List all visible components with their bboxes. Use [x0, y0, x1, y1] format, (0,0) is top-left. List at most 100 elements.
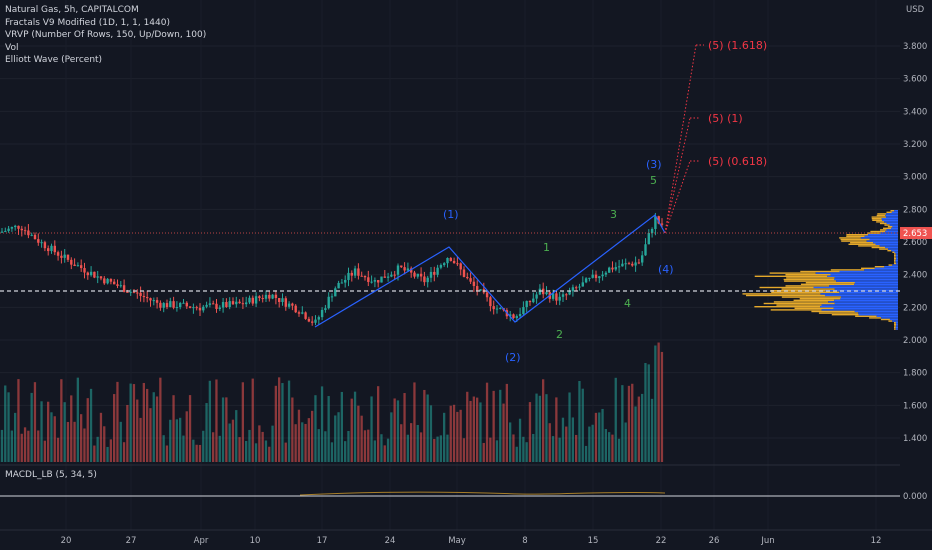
- vrvp-row-up: [854, 283, 898, 285]
- legend-fractals[interactable]: Fractals V9 Modified (1D, 1, 1, 1440): [5, 17, 170, 28]
- candle-body: [657, 216, 660, 224]
- volume-bar: [416, 424, 419, 462]
- vrvp-row-up: [854, 310, 898, 313]
- candle-body: [47, 248, 50, 252]
- vrvp-row-down: [784, 280, 837, 282]
- volume-bar: [251, 378, 254, 462]
- candle-body: [373, 280, 377, 282]
- vrvp-row-down: [871, 218, 882, 220]
- volume-bar: [641, 393, 644, 462]
- price-tick: 3.600: [903, 75, 927, 85]
- volume-bar: [542, 379, 545, 462]
- candle-body: [469, 278, 472, 282]
- candle-body: [641, 255, 644, 263]
- volume-bar: [532, 433, 535, 462]
- candle-body: [37, 239, 40, 243]
- candle-body: [350, 272, 353, 276]
- volume-bar: [571, 417, 574, 462]
- vrvp-row-up: [892, 320, 898, 322]
- vrvp-row-up: [894, 251, 898, 253]
- candle-body: [248, 297, 251, 303]
- vrvp-row-down: [894, 253, 896, 255]
- volume-bar: [63, 402, 66, 462]
- candle-body: [146, 297, 149, 299]
- candle-body: [476, 286, 479, 291]
- legend-vrvp[interactable]: VRVP (Number Of Rows, 150, Up/Down, 100): [5, 30, 207, 40]
- vrvp-row-up: [854, 282, 898, 284]
- candle-body: [159, 302, 162, 308]
- volume-bar: [188, 395, 192, 462]
- legend-vol[interactable]: Vol: [5, 42, 19, 53]
- vrvp-row-up: [834, 302, 898, 305]
- price-tick: 2.800: [903, 205, 927, 215]
- vrvp-row-down: [799, 298, 841, 300]
- candle-body: [591, 274, 594, 278]
- legend-title[interactable]: Natural Gas, 5h, CAPITALCOM: [5, 5, 139, 15]
- vrvp-row-up: [840, 296, 898, 298]
- vrvp-row-down: [846, 234, 869, 236]
- volume-bar: [126, 404, 129, 462]
- volume-bar: [647, 364, 650, 462]
- vrvp-row-up: [895, 259, 898, 261]
- price-tick: 3.200: [903, 140, 927, 150]
- vrvp-row-down: [745, 294, 826, 297]
- candle-body: [561, 294, 565, 297]
- vrvp-row-down: [876, 221, 885, 223]
- candle-body: [472, 281, 476, 287]
- candle-body: [268, 294, 271, 299]
- candle-body: [320, 309, 324, 318]
- volume-bar: [152, 392, 155, 462]
- candle-body: [654, 216, 657, 229]
- vrvp-row-up: [839, 270, 898, 273]
- legend-elliott[interactable]: Elliott Wave (Percent): [5, 55, 103, 65]
- volume-bar: [637, 396, 640, 462]
- wave-label-minor-1: 1: [543, 241, 550, 254]
- vrvp-row-up: [858, 312, 898, 314]
- candle-body: [60, 255, 63, 258]
- candle-body: [56, 252, 60, 256]
- time-axis[interactable]: 20 27 Apr 10 17 24 May 8 15 22 26 Jun 12: [61, 536, 882, 546]
- volume-bar: [330, 442, 334, 462]
- vrvp-row-down: [800, 283, 855, 285]
- volume-bar: [169, 419, 172, 462]
- vrvp-row-up: [895, 323, 898, 325]
- volume-bar: [119, 421, 122, 462]
- candle-body: [614, 267, 617, 270]
- candle-body: [485, 292, 489, 298]
- volume-bar: [254, 443, 258, 462]
- candle-body: [459, 263, 462, 270]
- vrvp-row-down: [886, 211, 892, 213]
- volume-bar: [53, 416, 56, 462]
- vrvp-row-up: [884, 221, 898, 223]
- candle-body: [235, 301, 238, 305]
- vrvp-row-up: [834, 278, 898, 281]
- candle-body: [565, 294, 568, 296]
- candle-body: [89, 271, 93, 276]
- macd-legend[interactable]: MACDL_LB (5, 34, 5): [5, 470, 97, 480]
- price-axis[interactable]: USD 3.8003.6003.4003.2003.0002.8002.6002…: [903, 5, 927, 444]
- volume-bar: [218, 435, 221, 462]
- volume-bar: [185, 411, 188, 462]
- candle-body: [416, 273, 419, 277]
- volume-bar: [446, 434, 449, 462]
- vrvp-row-down: [794, 307, 834, 309]
- price-tick: 2.200: [903, 303, 927, 313]
- vrvp-row-up: [821, 309, 898, 311]
- volume-bar: [241, 382, 244, 462]
- macd-signal-line: [299, 491, 666, 496]
- candle-body: [426, 277, 429, 283]
- vrvp-row-down: [888, 264, 893, 266]
- candle-body: [377, 280, 380, 283]
- vrvp-row-down: [781, 288, 835, 290]
- candle-body: [634, 262, 637, 266]
- candle-body: [608, 267, 611, 273]
- volume-bar: [568, 392, 571, 462]
- vrvp-row-down: [839, 237, 861, 239]
- volume-bar: [281, 383, 284, 462]
- current-price-badge: [900, 227, 932, 239]
- candle-body: [99, 276, 103, 279]
- volume-bar: [231, 419, 235, 462]
- vrvp-row-down: [894, 328, 896, 330]
- volume-bar: [155, 396, 159, 462]
